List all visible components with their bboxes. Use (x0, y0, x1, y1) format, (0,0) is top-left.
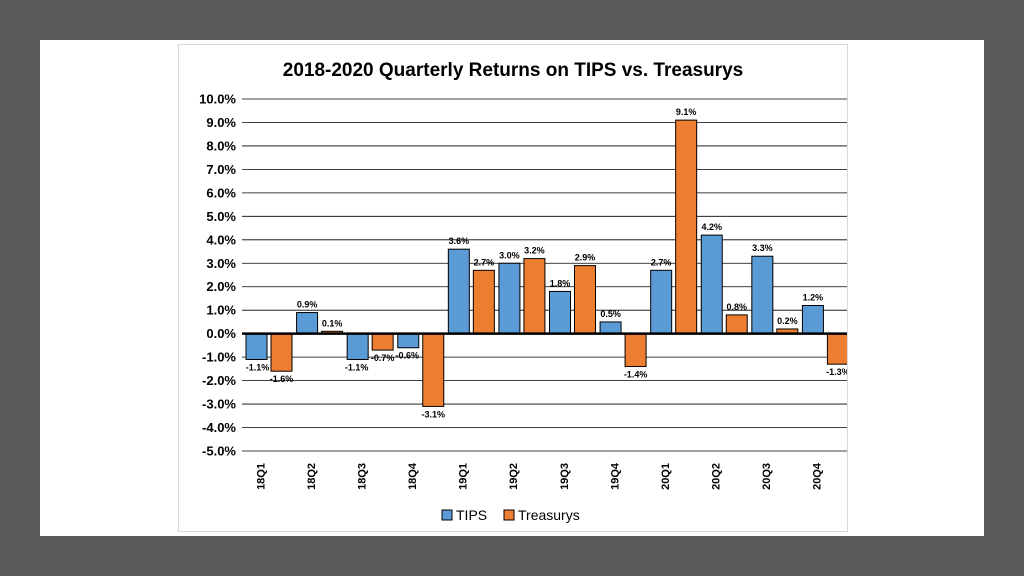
y-tick-label: 5.0% (206, 209, 236, 224)
x-tick-label: 19Q3 (559, 463, 571, 490)
y-axis-ticks: 10.0% 9.0% 8.0% 7.0% 6.0% 5.0% 4.0% 3.0% 2.0% 1.0… (199, 92, 236, 459)
data-label: -3.1% (421, 409, 445, 419)
data-label: 2.7% (474, 257, 495, 267)
legend-label-tips: TIPS (456, 507, 487, 523)
x-tick-label: 20Q4 (812, 462, 824, 490)
x-tick-label: 18Q3 (356, 463, 368, 490)
data-label: 3.3% (752, 243, 773, 253)
data-label: 0.8% (726, 302, 747, 312)
bar-tips-18Q1 (245, 333, 268, 360)
x-tick-label: 20Q3 (761, 463, 773, 490)
x-tick-label: 20Q1 (660, 463, 672, 490)
x-tick-label: 19Q1 (458, 463, 470, 490)
data-label: -0.6% (395, 351, 419, 361)
data-label: 0.1% (322, 318, 343, 328)
data-label: -1.4% (624, 370, 648, 380)
x-tick-label: 18Q4 (407, 462, 419, 490)
legend-label-treasurys: Treasurys (518, 507, 580, 523)
x-tick-label: 19Q4 (609, 462, 621, 490)
bar-treasurys-18Q3 (371, 333, 394, 351)
y-tick-label: -5.0% (202, 444, 236, 459)
bar-tips-20Q2 (700, 234, 723, 335)
bar-tips-20Q1 (650, 269, 673, 335)
y-tick-label: 4.0% (206, 232, 236, 247)
data-label: 0.2% (777, 316, 798, 326)
y-tick-label: 6.0% (206, 185, 236, 200)
x-tick-label: 18Q2 (306, 463, 318, 490)
bar-tips-18Q2 (296, 312, 319, 335)
data-label: 3.0% (499, 250, 520, 260)
x-tick-label: 18Q1 (255, 463, 267, 490)
data-label: 2.9% (575, 253, 596, 263)
data-label: -1.3% (826, 367, 847, 377)
x-tick-label: 19Q2 (508, 463, 520, 490)
data-labels: -1.1% 0.9% -1.1% -0.6% 3.6% 3.0% 1.8% 0.5% 2.7% 4… (246, 107, 847, 419)
bar-treasurys-18Q4 (422, 333, 445, 407)
chart-frame: 2018-2020 Quarterly Returns on TIPS vs. … (178, 44, 848, 532)
legend-swatch-tips (441, 509, 453, 521)
x-axis-ticks: 18Q1 18Q2 18Q3 18Q4 19Q1 19Q2 19Q3 19Q4 20Q1 20Q2… (255, 462, 823, 490)
data-label: 3.2% (524, 246, 545, 256)
returns-bar-chart: 2018-2020 Quarterly Returns on TIPS vs. … (199, 60, 847, 523)
legend-swatch-treasurys (503, 509, 515, 521)
bar-tips-19Q1 (447, 248, 470, 335)
y-tick-label: -1.0% (202, 350, 236, 365)
data-label: -1.1% (345, 362, 369, 372)
data-label: 3.6% (449, 236, 470, 246)
data-label: 2.7% (651, 257, 672, 267)
bar-treasurys-20Q1 (675, 119, 698, 335)
y-tick-label: 9.0% (206, 115, 236, 130)
bar-tips-20Q3 (751, 255, 774, 335)
bar-tips-18Q4 (397, 333, 420, 349)
bar-treasurys-20Q2 (725, 314, 748, 335)
bar-tips-19Q4 (599, 321, 622, 335)
bar-tips-18Q3 (346, 333, 369, 360)
bars (245, 119, 847, 407)
x-tick-label: 20Q2 (711, 463, 723, 490)
data-label: 0.5% (600, 309, 621, 319)
y-tick-label: -4.0% (202, 420, 236, 435)
data-label: -1.1% (246, 362, 270, 372)
bar-treasurys-19Q1 (472, 269, 495, 335)
data-label: 0.9% (297, 300, 318, 310)
data-label: 4.2% (701, 222, 722, 232)
bar-treasurys-19Q4 (624, 333, 647, 368)
y-tick-label: -3.0% (202, 397, 236, 412)
bar-tips-19Q3 (549, 290, 571, 335)
bar-treasurys-18Q1 (270, 333, 293, 372)
y-tick-label: 1.0% (206, 303, 236, 318)
bar-treasurys-19Q2 (523, 258, 546, 335)
bar-tips-19Q2 (498, 262, 521, 335)
bar-treasurys-19Q3 (574, 265, 596, 335)
y-tick-label: -2.0% (202, 373, 236, 388)
y-tick-label: 3.0% (206, 256, 236, 271)
chart-title: 2018-2020 Quarterly Returns on TIPS vs. … (283, 60, 743, 81)
bar-treasurys-20Q4 (826, 333, 847, 365)
y-tick-label: 10.0% (199, 92, 236, 107)
data-label: -1.6% (270, 374, 294, 384)
y-tick-label: 2.0% (206, 279, 236, 294)
slide: 2018-2020 Quarterly Returns on TIPS vs. … (40, 40, 984, 536)
data-label: -0.7% (371, 353, 395, 363)
y-tick-label: 0.0% (206, 326, 236, 341)
bar-tips-20Q4 (801, 305, 824, 335)
data-label: 9.1% (676, 107, 697, 117)
legend: TIPS Treasurys (441, 507, 580, 523)
y-tick-label: 8.0% (206, 138, 236, 153)
y-tick-label: 7.0% (206, 162, 236, 177)
data-label: 1.8% (550, 278, 571, 288)
data-label: 1.2% (803, 293, 824, 303)
